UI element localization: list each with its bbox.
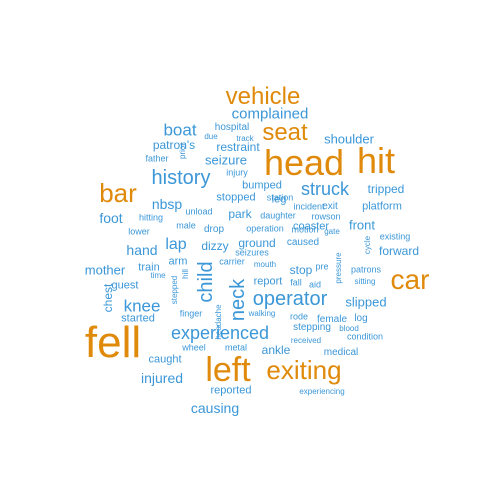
word-hospital: hospital xyxy=(214,122,250,133)
word-tripped: tripped xyxy=(367,182,405,196)
word-boat: boat xyxy=(163,120,197,140)
word-cycle: cycle xyxy=(363,235,372,255)
word-female: female xyxy=(316,314,348,325)
word-foot: foot xyxy=(99,210,123,226)
word-hitting: hitting xyxy=(138,212,164,223)
word-stepping: stepping xyxy=(293,322,331,333)
word-pressure: pressure xyxy=(334,252,343,284)
word-stop: stop xyxy=(289,263,313,277)
word-headache: headache xyxy=(214,304,223,340)
word-hit: hit xyxy=(356,140,396,181)
word-drop: drop xyxy=(203,224,225,235)
word-shoulder: shoulder xyxy=(324,131,374,147)
word-seat: seat xyxy=(262,119,308,146)
word-walking: walking xyxy=(248,309,276,318)
word-carrier: carrier xyxy=(219,256,245,267)
word-coaster: coaster xyxy=(292,220,330,233)
word-daughter: daughter xyxy=(260,210,296,221)
word-male: male xyxy=(176,220,196,231)
word-track: track xyxy=(236,134,254,143)
word-log: log xyxy=(354,313,368,324)
word-leg: leg xyxy=(271,193,287,206)
word-lap: lap xyxy=(165,236,187,253)
word-platform: platform xyxy=(362,200,402,213)
word-fell: fell xyxy=(84,318,142,367)
word-mother: mother xyxy=(84,262,126,278)
word-existing: existing xyxy=(379,231,411,242)
word-experiencing: experiencing xyxy=(299,387,345,396)
word-train: train xyxy=(138,261,160,274)
word-patrons: patrons xyxy=(350,264,382,275)
word-pre: pre xyxy=(315,261,329,272)
word-stepped: stepped xyxy=(170,275,179,305)
word-operator: operator xyxy=(252,288,328,310)
word-sitting: sitting xyxy=(354,277,376,286)
word-injury: injury xyxy=(226,167,248,178)
word-guest: guest xyxy=(111,279,139,292)
word-caught: caught xyxy=(148,353,182,366)
word-motion: motion xyxy=(291,224,319,235)
word-forward: forward xyxy=(378,244,420,258)
word-time: time xyxy=(150,271,166,280)
word-metal: metal xyxy=(224,342,248,353)
word-injured: injured xyxy=(140,370,184,386)
word-struck: struck xyxy=(300,179,350,199)
word-stopped: stopped xyxy=(216,191,256,204)
word-father: father xyxy=(145,153,169,164)
word-bar: bar xyxy=(99,178,137,208)
word-started: started xyxy=(121,312,155,325)
word-experienced: experienced xyxy=(170,323,270,343)
word-mouth: mouth xyxy=(253,260,277,269)
word-child: child xyxy=(195,261,217,303)
word-left: left xyxy=(205,351,251,389)
word-neck: neck xyxy=(227,278,249,322)
word-wheel: wheel xyxy=(182,342,206,353)
word-station: station xyxy=(266,192,294,203)
word-seizure: seizure xyxy=(205,152,247,168)
word-unload: unload xyxy=(185,206,213,217)
word-fall: fall xyxy=(290,277,302,288)
word-park: park xyxy=(228,207,252,221)
word-vehicle: vehicle xyxy=(225,83,301,110)
word-report: report xyxy=(253,275,283,288)
word-exiting: exiting xyxy=(266,355,342,385)
word-prior: prior xyxy=(178,142,187,160)
word-caused: caused xyxy=(286,237,320,248)
word-nbsp: nbsp xyxy=(151,196,183,212)
word-car: car xyxy=(390,264,430,295)
word-hill: hill xyxy=(181,269,190,279)
word-operation: operation xyxy=(246,223,284,234)
word-condition: condition xyxy=(346,331,384,342)
word-blood: blood xyxy=(339,324,359,333)
word-medical: medical xyxy=(323,347,359,358)
word-hand: hand xyxy=(126,242,158,258)
word-ground: ground xyxy=(238,236,276,250)
word-arm: arm xyxy=(168,255,188,268)
word-bumped: bumped xyxy=(242,179,282,192)
word-slipped: slipped xyxy=(345,294,387,310)
word-reported: reported xyxy=(210,384,252,397)
word-causing: causing xyxy=(190,400,240,416)
word-history: history xyxy=(151,167,211,189)
word-patron-s: patron's xyxy=(152,138,196,152)
word-due: due xyxy=(204,132,218,141)
word-aid: aid xyxy=(308,279,322,290)
word-front: front xyxy=(348,217,376,233)
word-finger: finger xyxy=(179,308,203,319)
word-dizzy: dizzy xyxy=(201,239,229,253)
word-exit: exit xyxy=(322,201,338,212)
word-head: head xyxy=(263,142,345,183)
word-rode: rode xyxy=(289,311,309,322)
word-gate: gate xyxy=(324,227,340,236)
word-lower: lower xyxy=(128,226,150,237)
word-incident: incident xyxy=(293,201,325,212)
word-restraint: restraint xyxy=(216,140,260,154)
word-knee: knee xyxy=(123,296,161,316)
word-rowson: rowson xyxy=(311,211,341,222)
word-received: received xyxy=(290,336,322,345)
word-complained: complained xyxy=(231,105,309,123)
word-seizures: seizures xyxy=(235,247,269,258)
word-ankle: ankle xyxy=(261,343,291,357)
